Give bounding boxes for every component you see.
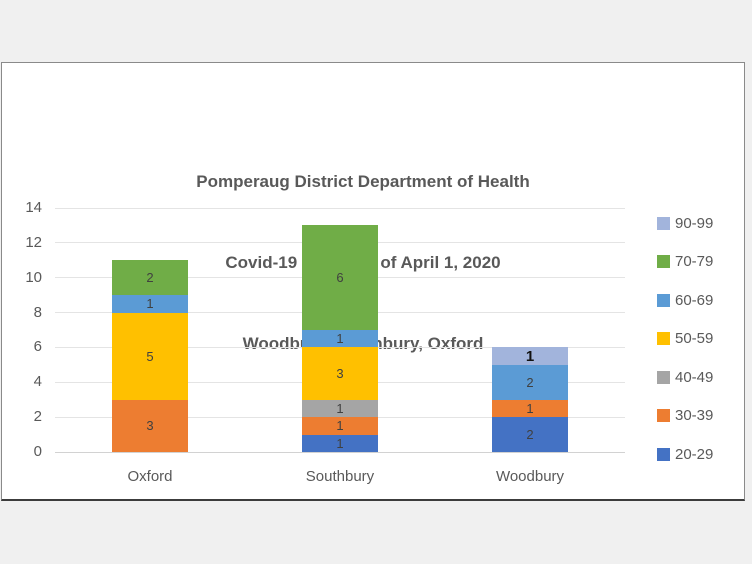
- bar-segment-value: 1: [525, 347, 535, 365]
- legend-swatch-icon: [657, 216, 670, 230]
- legend-swatch-icon: [657, 255, 670, 268]
- y-axis-tick-label: 8: [33, 303, 42, 321]
- y-axis-tick-label: 14: [25, 199, 42, 216]
- bar-segment-value: 2: [526, 427, 534, 443]
- legend-item-50-59: 50-59: [657, 330, 713, 348]
- bar-segment-value: 1: [336, 435, 344, 451]
- bar-segment-value: 6: [336, 270, 344, 286]
- bar-segment-southbury-60-69: 1: [302, 330, 378, 348]
- legend-swatch-icon: [657, 293, 670, 307]
- bar-segment-oxford-60-69: 1: [112, 295, 188, 313]
- bar-segment-woodbury-30-39: 1: [492, 399, 568, 418]
- bar-segment-woodbury-90-99: 1: [492, 347, 568, 365]
- bar-segment-oxford-30-39: 3: [112, 399, 188, 452]
- bar-segment-southbury-30-39: 1: [302, 417, 378, 435]
- bar-segment-woodbury-60-69: 2: [492, 364, 568, 400]
- bar-segment-woodbury-20-29: 2: [492, 417, 568, 452]
- legend-label: 20-29: [675, 445, 714, 463]
- legend-swatch-icon: [657, 447, 670, 461]
- bar-segment-value: 1: [336, 418, 344, 434]
- bar-segment-value: 1: [146, 296, 154, 312]
- bar-segment-southbury-40-49: 1: [302, 399, 378, 418]
- legend-label: 90-99: [675, 214, 714, 232]
- legend-item-90-99: 90-99: [657, 214, 713, 232]
- legend-label: 50-59: [675, 330, 714, 347]
- legend-label: 60-69: [675, 291, 714, 309]
- legend-item-30-39: 30-39: [657, 407, 713, 425]
- category-label-oxford: Oxford: [127, 468, 173, 485]
- category-label-southbury: Southbury: [305, 468, 375, 485]
- bar-segment-value: 5: [146, 348, 154, 364]
- y-axis-tick-label: 10: [25, 268, 42, 286]
- bar-segment-southbury-20-29: 1: [302, 434, 378, 452]
- category-label-woodbury: Woodbury: [495, 468, 565, 485]
- legend-label: 30-39: [675, 407, 714, 424]
- bar-segment-oxford-70-79: 2: [112, 260, 188, 296]
- legend-swatch-icon: [657, 409, 670, 422]
- x-axis-line: [55, 451, 625, 453]
- chart-title-line-1: Pomperaug District Department of Health: [196, 172, 530, 191]
- legend-item-70-79: 70-79: [657, 253, 713, 271]
- bar-segment-value: 1: [336, 400, 344, 416]
- y-axis-tick-label: 4: [33, 373, 42, 391]
- chart-panel: Pomperaug District Department of Health …: [1, 62, 745, 501]
- legend-swatch-icon: [657, 370, 670, 384]
- bar-segment-southbury-50-59: 3: [302, 347, 378, 400]
- legend-item-40-49: 40-49: [657, 368, 713, 386]
- y-axis-tick-label: 0: [33, 443, 42, 460]
- bar-segment-value: 3: [146, 418, 154, 434]
- bar-segment-value: 2: [146, 270, 154, 286]
- legend-swatch-icon: [657, 332, 670, 345]
- legend-label: 70-79: [675, 253, 714, 270]
- bar-segment-oxford-50-59: 5: [112, 312, 188, 400]
- bar-segment-value: 3: [336, 366, 344, 382]
- bar-segment-southbury-70-79: 6: [302, 225, 378, 330]
- legend-item-60-69: 60-69: [657, 291, 713, 309]
- y-axis-tick-label: 12: [25, 233, 42, 251]
- y-axis-tick-label: 6: [33, 338, 42, 356]
- bar-segment-value: 1: [336, 331, 344, 347]
- legend-label: 40-49: [675, 368, 714, 386]
- bar-segment-value: 2: [526, 374, 534, 390]
- gridline: [55, 207, 625, 209]
- bar-segment-value: 1: [526, 400, 534, 416]
- y-axis-tick-label: 2: [33, 408, 42, 426]
- legend-item-20-29: 20-29: [657, 445, 713, 463]
